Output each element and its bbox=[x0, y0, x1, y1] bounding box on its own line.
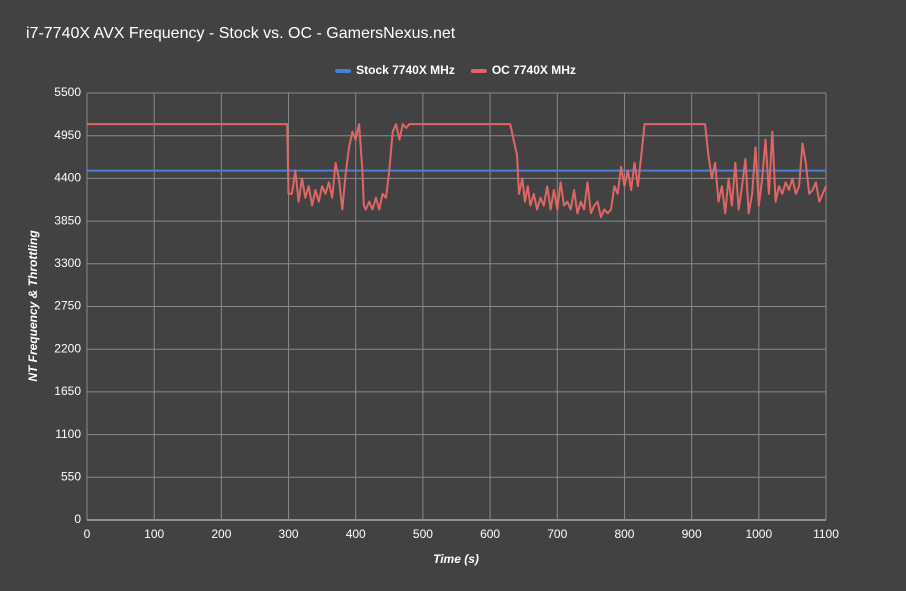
x-tick-label: 400 bbox=[346, 527, 366, 541]
legend-label: OC 7740X MHz bbox=[492, 63, 576, 77]
y-tick-label: 2750 bbox=[54, 299, 81, 313]
x-tick-label: 200 bbox=[211, 527, 231, 541]
x-tick-label: 700 bbox=[547, 527, 567, 541]
series-line bbox=[87, 123, 827, 219]
y-tick-label: 4400 bbox=[54, 171, 81, 185]
x-tick-label: 300 bbox=[279, 527, 299, 541]
x-tick-label: 1000 bbox=[745, 527, 772, 541]
x-tick-label: 0 bbox=[84, 527, 91, 541]
y-tick-label: 0 bbox=[74, 512, 81, 526]
x-tick-label: 900 bbox=[682, 527, 702, 541]
y-tick-label: 3850 bbox=[54, 213, 81, 227]
y-tick-label: 5500 bbox=[54, 85, 81, 99]
y-tick-label: 550 bbox=[61, 469, 81, 483]
y-axis-label: NT Frequency & Throttling bbox=[26, 230, 40, 382]
x-axis-label: Time (s) bbox=[433, 552, 479, 566]
y-tick-label: 4950 bbox=[54, 128, 81, 142]
x-tick-label: 500 bbox=[413, 527, 433, 541]
y-tick-label: 3300 bbox=[54, 256, 81, 270]
x-tick-label: 100 bbox=[144, 527, 164, 541]
y-tick-label: 1100 bbox=[55, 427, 81, 441]
legend-label: Stock 7740X MHz bbox=[356, 63, 455, 77]
y-tick-label: 1650 bbox=[54, 384, 81, 398]
x-tick-label: 600 bbox=[480, 527, 500, 541]
chart-title: i7-7740X AVX Frequency - Stock vs. OC - … bbox=[26, 25, 456, 42]
x-tick-label: 1100 bbox=[813, 527, 839, 541]
x-tick-label: 800 bbox=[614, 527, 634, 541]
y-tick-label: 2200 bbox=[54, 341, 81, 355]
